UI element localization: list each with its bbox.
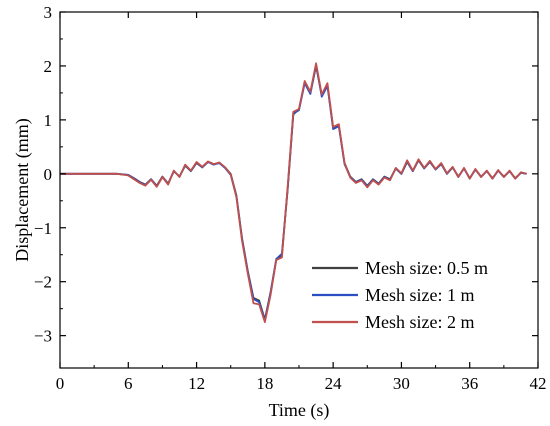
series-line-2 [60, 63, 527, 322]
x-tick-label: 36 [461, 374, 478, 393]
series-line-1 [60, 65, 527, 321]
x-tick-label: 30 [393, 374, 410, 393]
y-tick-label: −1 [34, 219, 52, 238]
x-tick-label: 24 [325, 374, 343, 393]
series-layer [60, 62, 527, 324]
legend-label-1: Mesh size: 0.5 m [365, 258, 488, 278]
series-line-3 [60, 62, 527, 324]
legend-label-3: Mesh size: 2 m [365, 312, 475, 332]
x-tick-label: 18 [256, 374, 273, 393]
x-tick-label: 0 [56, 374, 65, 393]
legend-label-2: Mesh size: 1 m [365, 285, 475, 305]
y-tick-label: 2 [44, 57, 53, 76]
y-axis-title: Displacement (mm) [12, 118, 33, 261]
x-axis-title: Time (s) [269, 400, 330, 421]
x-tick-label: 6 [124, 374, 133, 393]
y-tick-label: 3 [44, 3, 53, 22]
x-tick-label: 42 [530, 374, 547, 393]
legend: Mesh size: 0.5 m Mesh size: 1 m Mesh size:… [312, 258, 488, 332]
x-tick-label: 12 [188, 374, 205, 393]
y-tick-label: 1 [44, 111, 53, 130]
y-tick-label: 0 [44, 165, 53, 184]
y-tick-label: −3 [34, 327, 52, 346]
ticks-layer [59, 11, 539, 368]
y-tick-label: −2 [34, 273, 52, 292]
